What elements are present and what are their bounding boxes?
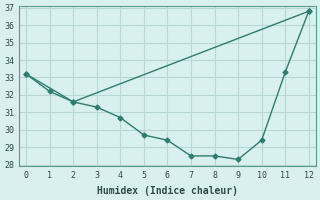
X-axis label: Humidex (Indice chaleur): Humidex (Indice chaleur): [97, 186, 238, 196]
